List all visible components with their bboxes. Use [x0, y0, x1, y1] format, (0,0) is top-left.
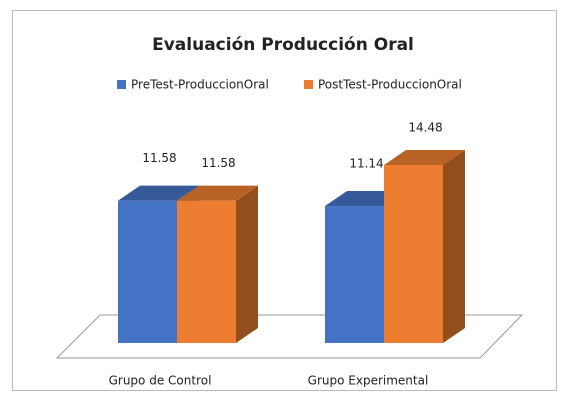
data-label: 14.48	[408, 121, 442, 135]
legend-label: PreTest-ProduccionOral	[131, 78, 269, 92]
bar-front	[177, 200, 236, 343]
bar-front	[118, 200, 177, 343]
bar-top	[177, 185, 258, 201]
bar-front	[384, 165, 443, 343]
data-label: 11.14	[349, 157, 383, 171]
data-label: 11.58	[142, 151, 176, 165]
bar	[384, 150, 465, 343]
bar	[177, 185, 258, 343]
x-tick-label: Grupo de Control	[109, 374, 212, 388]
bar-side	[236, 185, 258, 343]
x-tick-label: Grupo Experimental	[308, 374, 429, 388]
bar-top	[384, 150, 465, 165]
bar-front	[325, 206, 384, 343]
legend-swatch	[304, 80, 313, 89]
bar-side	[443, 150, 465, 343]
legend-label: PostTest-ProduccionOral	[318, 78, 462, 92]
bar-top	[118, 185, 199, 201]
data-label: 11.58	[201, 156, 235, 170]
chart-title: Evaluación Producción Oral	[152, 35, 414, 55]
legend-swatch	[117, 80, 126, 89]
